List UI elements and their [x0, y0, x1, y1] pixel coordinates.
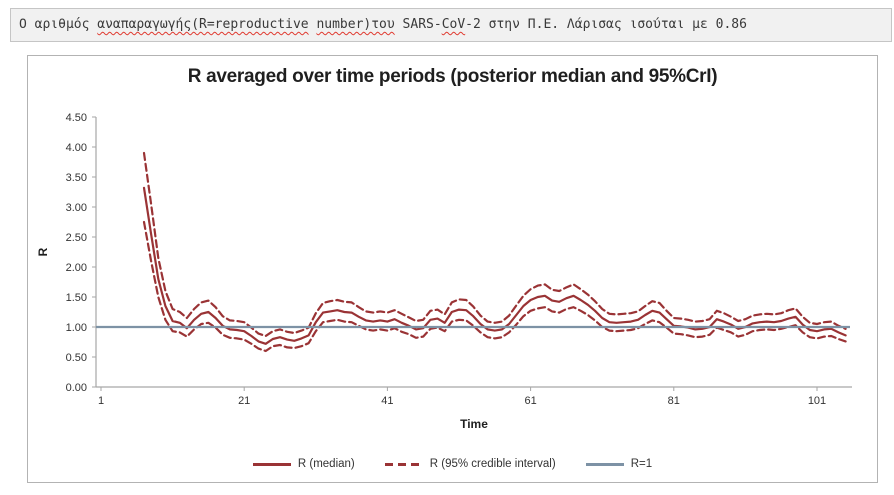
- y-axis-tick-label: 3.00: [66, 202, 87, 214]
- x-axis-tick-label: 1: [98, 395, 104, 407]
- median-line: [142, 186, 847, 345]
- x-axis-tick-label: 101: [808, 395, 826, 407]
- legend-item: R=1: [585, 458, 653, 470]
- chart-title: R averaged over time periods (posterior …: [187, 66, 718, 87]
- y-axis-tick-label: 1.50: [66, 292, 87, 304]
- legend-label: R (median): [297, 458, 355, 470]
- ci-upper-line: [142, 151, 847, 338]
- y-axis-title: R: [36, 247, 50, 256]
- chart-legend: R (median) R (95% credible interval) R=1: [28, 458, 877, 470]
- legend-label: R (95% credible interval): [429, 458, 556, 470]
- plot-svg: 0.00 0.50 1.00 1.50 2.00 2.50 3.00 3.50 4.00 4.50…: [36, 112, 852, 431]
- legend-solid-line-swatch: [252, 462, 291, 466]
- ci-lower-line: [142, 220, 847, 353]
- legend-item: R (median): [252, 458, 355, 470]
- status-text: Ο αριθμός αναπαραγωγής(R=reproductive nu…: [19, 17, 747, 32]
- legend-solid-line-swatch: [585, 462, 624, 466]
- x-axis-tick-label: 41: [381, 395, 393, 407]
- misspelled-word: CoV: [441, 17, 466, 32]
- y-axis-tick-label: 4.00: [66, 142, 87, 154]
- y-axis-tick-label: 1.00: [66, 322, 87, 334]
- y-axis-tick-label: 3.50: [66, 172, 87, 184]
- x-axis-tick-label: 21: [238, 395, 250, 407]
- misspelled-word: αναπαραγωγής(R=reproductive: [97, 17, 309, 32]
- y-axis-tick-label: 0.50: [66, 352, 87, 364]
- misspelled-word: number)του: [316, 17, 395, 32]
- y-axis-tick-label: 0.00: [66, 382, 87, 394]
- x-axis-tick-label: 81: [668, 395, 680, 407]
- status-text-segment: SARS-: [394, 17, 442, 32]
- status-text-segment: Ο αριθμός: [19, 17, 98, 32]
- x-axis-tick-label: 61: [524, 395, 536, 407]
- y-axis-tick-label: 2.00: [66, 262, 87, 274]
- y-axis-tick-label: 4.50: [66, 112, 87, 124]
- x-axis-title: Time: [460, 417, 488, 431]
- y-axis-tick-label: 2.50: [66, 232, 87, 244]
- legend-item: R (95% credible interval): [384, 458, 556, 470]
- status-text-box: Ο αριθμός αναπαραγωγής(R=reproductive nu…: [10, 8, 892, 42]
- legend-label: R=1: [630, 458, 653, 470]
- chart-container: 0.00 0.50 1.00 1.50 2.00 2.50 3.00 3.50 4.00 4.50…: [27, 55, 878, 483]
- legend-dashed-line-swatch: [384, 462, 423, 466]
- status-text-segment: -2 στην Π.Ε. Λάρισας ισούται με 0.86: [465, 17, 747, 32]
